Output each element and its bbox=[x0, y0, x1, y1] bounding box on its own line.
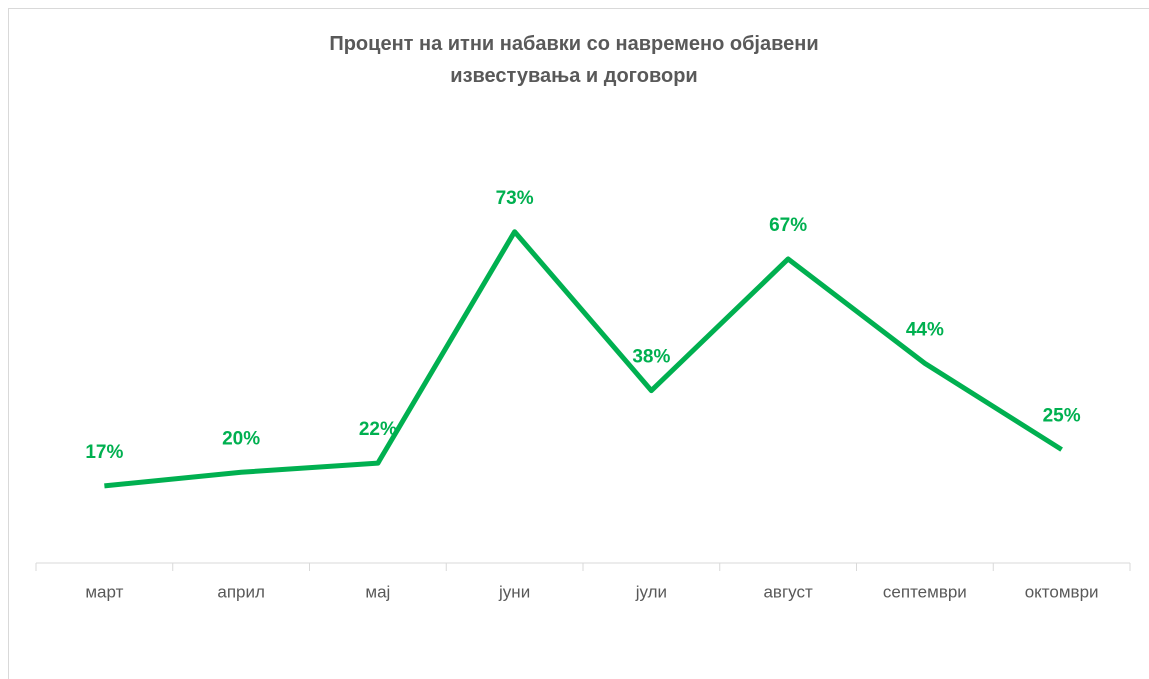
x-tick-label: април bbox=[217, 582, 265, 601]
data-label: 73% bbox=[496, 188, 534, 209]
x-tick-label: октомври bbox=[1025, 582, 1099, 601]
data-label: 38% bbox=[632, 347, 670, 368]
x-tick-label: септември bbox=[883, 582, 967, 601]
data-label: 22% bbox=[359, 419, 397, 440]
line bbox=[104, 229, 1063, 489]
data-label: 20% bbox=[222, 428, 260, 449]
x-tick-label: јули bbox=[635, 582, 667, 601]
data-label: 17% bbox=[85, 442, 123, 463]
chart-title: Процент на итни набавки со навремено обј… bbox=[329, 33, 819, 87]
chart-border bbox=[8, 8, 1149, 679]
x-tick-label: март bbox=[85, 582, 123, 601]
data-label: 25% bbox=[1043, 406, 1081, 427]
x-tick-label: август bbox=[763, 582, 812, 601]
data-label: 67% bbox=[769, 215, 807, 236]
x-tick-label: јуни bbox=[498, 582, 530, 601]
x-tick-label: мај bbox=[365, 582, 390, 601]
data-label: 44% bbox=[906, 319, 944, 340]
